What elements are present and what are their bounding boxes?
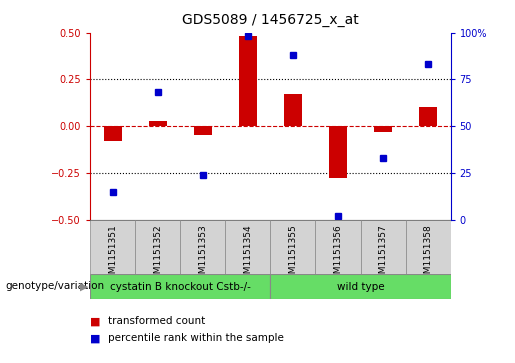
Text: ▶: ▶	[80, 281, 89, 291]
Bar	[180, 220, 226, 274]
Text: GSM1151358: GSM1151358	[424, 224, 433, 285]
Text: ■: ■	[90, 333, 104, 343]
Text: GSM1151355: GSM1151355	[288, 224, 297, 285]
Bar	[419, 107, 437, 126]
Text: cystatin B knockout Cstb-/-: cystatin B knockout Cstb-/-	[110, 282, 251, 292]
Bar	[226, 220, 270, 274]
Bar	[104, 126, 122, 141]
Text: GSM1151352: GSM1151352	[153, 224, 162, 285]
Text: genotype/variation: genotype/variation	[5, 281, 104, 291]
Text: wild type: wild type	[337, 282, 384, 292]
Bar	[270, 220, 315, 274]
Text: GSM1151351: GSM1151351	[108, 224, 117, 285]
Text: ■: ■	[90, 316, 104, 326]
Text: GSM1151356: GSM1151356	[334, 224, 342, 285]
Text: transformed count: transformed count	[108, 316, 205, 326]
Bar	[194, 126, 212, 135]
Text: GSM1151353: GSM1151353	[198, 224, 207, 285]
Bar	[90, 220, 135, 274]
Text: percentile rank within the sample: percentile rank within the sample	[108, 333, 284, 343]
Bar	[90, 274, 270, 299]
Bar	[374, 126, 392, 132]
Bar	[284, 94, 302, 126]
Bar	[270, 274, 451, 299]
Bar	[239, 36, 257, 126]
Text: GSM1151357: GSM1151357	[379, 224, 387, 285]
Text: GSM1151354: GSM1151354	[244, 224, 252, 285]
Bar	[406, 220, 451, 274]
Text: GDS5089 / 1456725_x_at: GDS5089 / 1456725_x_at	[182, 13, 359, 27]
Bar	[360, 220, 406, 274]
Bar	[315, 220, 360, 274]
Bar	[329, 126, 347, 179]
Bar	[135, 220, 180, 274]
Bar	[149, 121, 167, 126]
